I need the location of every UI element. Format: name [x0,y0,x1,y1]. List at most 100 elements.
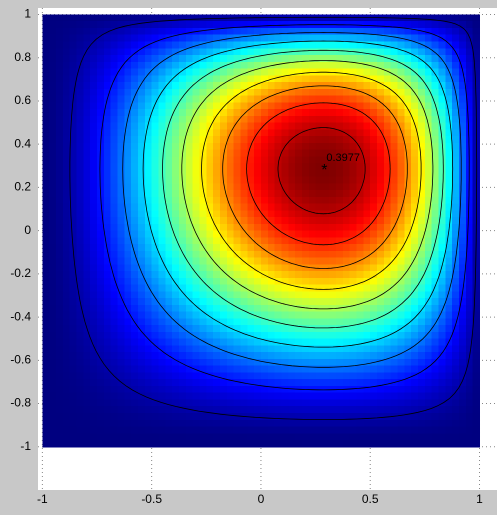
heatmap-cell [165,41,173,49]
heatmap-cell [206,169,214,178]
heatmap-cell [281,352,289,360]
heatmap-cell [192,372,201,380]
heatmap-cell [418,21,426,29]
heatmap-cell [349,379,358,387]
heatmap-cell [315,419,324,428]
heatmap-cell [97,250,105,259]
heatmap-cell [49,237,57,245]
y-tick-label: 0 [24,223,31,237]
heatmap-cell [151,250,160,259]
heatmap-cell [192,338,201,347]
heatmap-cell [110,196,119,205]
heatmap-cell [411,433,419,441]
heatmap-cell [131,190,139,198]
heatmap-cell [137,223,146,232]
heatmap-cell [295,345,303,353]
heatmap-cell [49,264,57,272]
heatmap-cell [260,399,269,407]
heatmap-cell [247,392,255,401]
heatmap-cell [131,176,139,184]
heatmap-cell [301,237,310,245]
heatmap-cell [56,399,64,407]
heatmap-cell [452,392,460,401]
heatmap-cell [370,142,378,151]
heatmap-cell [172,291,180,299]
heatmap-cell [192,304,201,313]
heatmap-cell [42,298,50,306]
heatmap-cell [459,88,467,97]
heatmap-cell [267,48,276,56]
heatmap-cell [301,250,310,259]
heatmap-cell [185,163,194,171]
heatmap-cell [390,412,399,421]
heatmap-cell [219,163,228,171]
heatmap-cell [110,399,119,407]
heatmap-cell [452,115,460,124]
heatmap-cell [137,392,146,401]
heatmap-cell [172,257,180,266]
heatmap-cell [117,109,125,117]
heatmap-cell [295,392,303,401]
heatmap-cell [336,406,344,414]
heatmap-cell [240,284,248,293]
heatmap-cell [117,149,125,157]
heatmap-cell [137,176,146,184]
heatmap-cell [213,412,221,421]
heatmap-cell [185,102,194,110]
heatmap-cell [438,109,446,117]
heatmap-cell [288,345,296,353]
heatmap-cell [418,264,426,272]
heatmap-cell [322,129,330,137]
heatmap-cell [49,379,57,387]
heatmap-cell [254,237,262,245]
heatmap-cell [206,250,214,259]
heatmap-cell [472,75,481,83]
heatmap-cell [336,61,344,70]
heatmap-cell [274,433,283,441]
heatmap-cell [199,419,207,428]
heatmap-cell [226,365,235,374]
heatmap-cell [226,372,235,380]
heatmap-cell [158,203,166,211]
heatmap-cell [438,75,446,83]
heatmap-cell [49,325,57,333]
heatmap-cell [281,68,289,76]
heatmap-cell [219,217,228,225]
heatmap-cell [97,21,105,29]
heatmap-cell [199,88,207,97]
heatmap-cell [459,122,467,130]
heatmap-cell [206,291,214,299]
heatmap-cell [445,14,453,22]
heatmap-cell [192,210,201,218]
heatmap-cell [206,271,214,279]
heatmap-cell [56,21,64,29]
heatmap-cell [151,291,160,299]
heatmap-cell [49,358,57,367]
heatmap-cell [438,169,446,178]
heatmap-cell [76,129,84,137]
heatmap-cell [383,136,392,144]
heatmap-cell [172,352,180,360]
heatmap-cell [431,230,440,238]
heatmap-cell [90,412,98,421]
heatmap-cell [226,338,235,347]
heatmap-cell [172,244,180,252]
heatmap-cell [315,392,324,401]
heatmap-cell [418,298,426,306]
heatmap-cell [117,257,125,266]
heatmap-cell [404,372,412,380]
heatmap-cell [90,291,98,299]
heatmap-cell [329,406,337,414]
heatmap-cell [370,345,378,353]
heatmap-cell [418,284,426,293]
heatmap-cell [185,298,194,306]
heatmap-cell [151,190,160,198]
heatmap-cell [363,169,371,178]
heatmap-cell [137,426,146,434]
heatmap-cell [465,433,474,441]
heatmap-cell [103,406,112,414]
heatmap-cell [308,352,317,360]
heatmap-cell [185,41,194,49]
heatmap-cell [131,88,139,97]
heatmap-cell [97,82,105,90]
